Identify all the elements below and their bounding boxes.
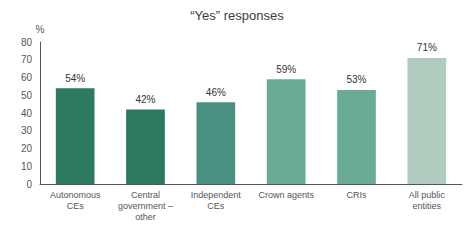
svg-text:70: 70 [21, 54, 33, 65]
svg-text:0: 0 [26, 179, 32, 190]
svg-text:46%: 46% [206, 87, 226, 98]
svg-text:20: 20 [21, 143, 33, 154]
svg-text:CRIs: CRIs [347, 190, 367, 200]
svg-text:“Yes” responses: “Yes” responses [190, 8, 284, 23]
svg-text:60: 60 [21, 72, 33, 83]
svg-text:Independent: Independent [191, 190, 242, 200]
svg-text:All public: All public [409, 190, 446, 200]
svg-text:other: other [135, 212, 156, 222]
svg-text:71%: 71% [417, 42, 437, 53]
svg-text:10: 10 [21, 161, 33, 172]
svg-text:CEs: CEs [67, 201, 85, 211]
svg-text:entities: entities [413, 201, 442, 211]
svg-text:Crown agents: Crown agents [258, 190, 314, 200]
svg-text:government –: government – [118, 201, 173, 211]
svg-text:30: 30 [21, 125, 33, 136]
svg-text:59%: 59% [276, 64, 296, 75]
svg-text:Autonomous: Autonomous [50, 190, 101, 200]
svg-text:80: 80 [21, 37, 33, 48]
svg-text:42%: 42% [135, 94, 155, 105]
svg-text:Central: Central [131, 190, 160, 200]
svg-text:50: 50 [21, 90, 33, 101]
svg-text:40: 40 [21, 108, 33, 119]
svg-text:%: % [36, 24, 45, 35]
svg-text:53%: 53% [346, 74, 366, 85]
svg-text:CEs: CEs [207, 201, 225, 211]
svg-text:54%: 54% [65, 73, 85, 84]
